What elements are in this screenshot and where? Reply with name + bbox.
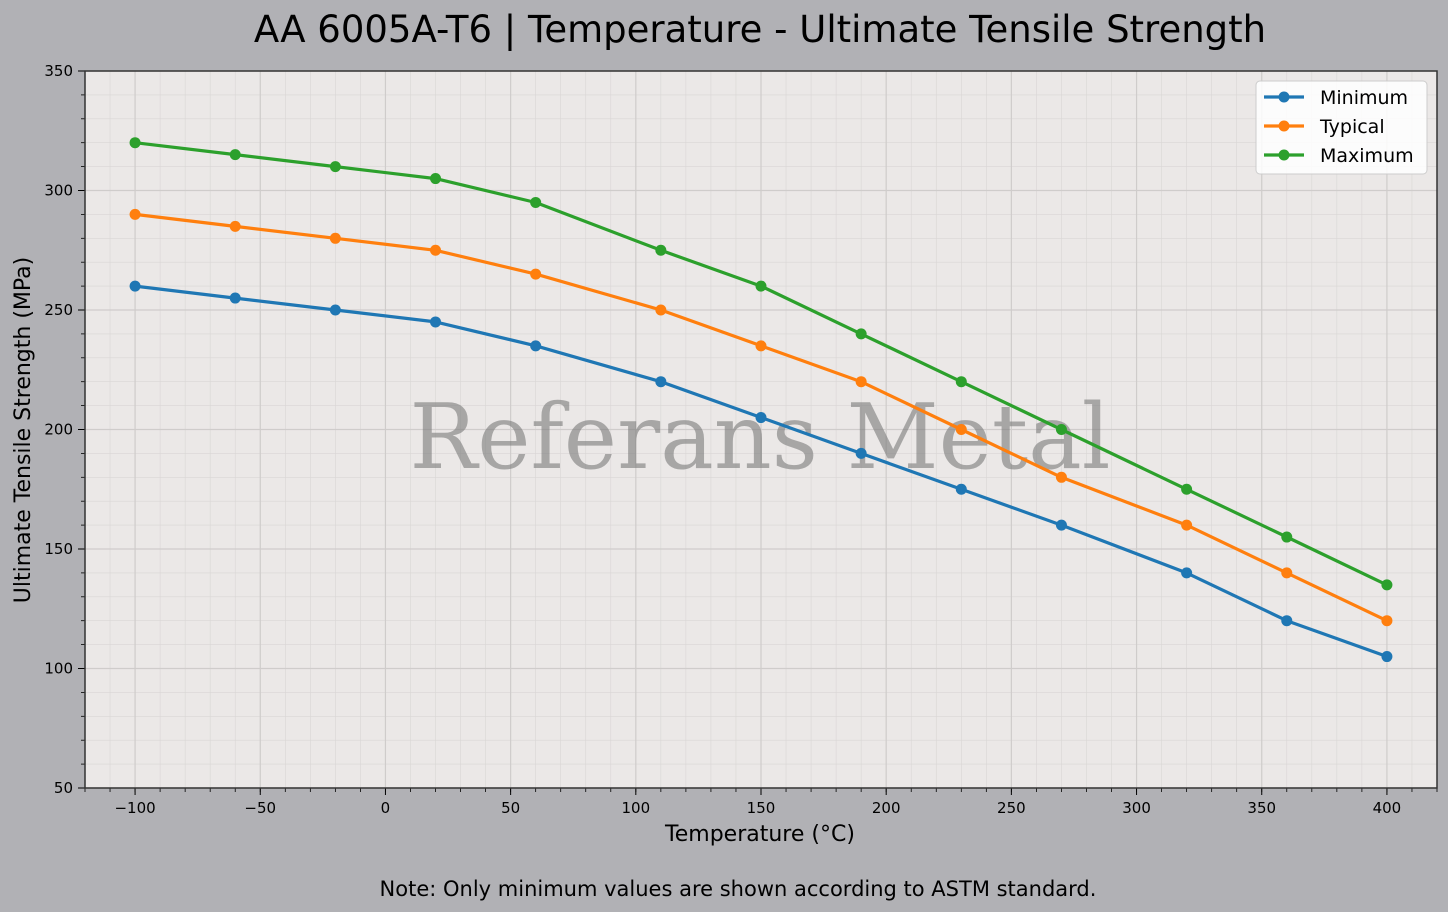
y-tick-label: 200: [44, 421, 73, 439]
data-point-typical: [430, 244, 442, 256]
data-point-maximum: [655, 244, 667, 256]
x-tick-label: 0: [381, 799, 391, 817]
data-point-typical: [955, 424, 967, 435]
data-point-minimum: [1381, 651, 1393, 663]
data-point-typical: [1281, 567, 1293, 579]
data-point-maximum: [1381, 579, 1393, 591]
legend-label: Typical: [1319, 116, 1385, 138]
data-point-maximum: [755, 280, 767, 292]
x-tick-label: 200: [872, 799, 901, 817]
data-point-minimum: [129, 280, 141, 292]
data-point-minimum: [955, 483, 967, 495]
legend-label: Maximum: [1320, 145, 1414, 167]
data-point-maximum: [229, 149, 241, 161]
series-group: [129, 137, 1393, 663]
legend-swatch-marker: [1278, 120, 1290, 132]
y-tick-label: 100: [44, 660, 73, 678]
data-point-typical: [129, 208, 141, 220]
series-typical: [129, 208, 1393, 627]
data-point-maximum: [955, 376, 967, 388]
x-tick-label: 150: [747, 799, 776, 817]
watermark: Referans Metal: [409, 385, 1110, 490]
legend: Minimum Typical Maximum: [1255, 80, 1428, 175]
data-point-minimum: [655, 376, 667, 388]
data-point-minimum: [530, 340, 542, 352]
data-point-minimum: [430, 316, 442, 328]
data-point-typical: [655, 304, 667, 316]
y-tick-label: 350: [44, 62, 73, 80]
x-tick-label: −100: [114, 799, 155, 817]
data-point-minimum: [329, 304, 341, 316]
data-point-minimum: [1281, 615, 1293, 627]
legend-box: [1255, 80, 1428, 175]
x-tick-label: 250: [997, 799, 1026, 817]
y-tick-label: 300: [44, 182, 73, 200]
data-point-minimum: [229, 292, 241, 304]
data-point-typical: [855, 376, 867, 388]
y-tick-label: 250: [44, 301, 73, 319]
y-tick-label: 50: [54, 779, 73, 797]
data-point-typical: [755, 340, 767, 352]
footnote: Note: Only minimum values are shown acco…: [380, 877, 1097, 901]
x-tick-label: 350: [1247, 799, 1276, 817]
legend-item-minimum: Minimum: [1264, 87, 1408, 109]
data-point-typical: [1181, 519, 1193, 531]
chart-title: AA 6005A-T6 | Temperature - Ultimate Ten…: [254, 8, 1266, 51]
plot-frame: [84, 70, 1438, 789]
x-tick-label: 400: [1373, 799, 1402, 817]
legend-label: Minimum: [1320, 87, 1408, 109]
x-axis-label: Temperature (°C): [664, 822, 855, 847]
data-point-maximum: [329, 161, 341, 173]
data-point-minimum: [1181, 567, 1193, 579]
data-point-maximum: [1281, 531, 1293, 543]
data-point-minimum: [755, 412, 767, 424]
series-minimum: [129, 280, 1393, 663]
data-point-typical: [1055, 471, 1067, 483]
y-tick-label: 150: [44, 540, 73, 558]
data-point-maximum: [129, 137, 141, 149]
data-point-maximum: [1055, 424, 1067, 435]
data-point-maximum: [1181, 483, 1193, 495]
data-point-maximum: [430, 173, 442, 185]
series-maximum: [129, 137, 1393, 591]
data-point-maximum: [530, 196, 542, 208]
x-tick-label: 50: [501, 799, 520, 817]
legend-item-typical: Typical: [1264, 116, 1385, 138]
legend-swatch-marker: [1278, 91, 1290, 103]
data-point-minimum: [1055, 519, 1067, 531]
legend-item-maximum: Maximum: [1264, 145, 1414, 167]
legend-swatch-marker: [1278, 149, 1290, 161]
y-axis-label: Ultimate Tensile Strength (MPa): [11, 257, 36, 603]
data-point-typical: [1381, 615, 1393, 627]
x-tick-label: 300: [1122, 799, 1151, 817]
data-point-maximum: [855, 328, 867, 340]
data-point-typical: [329, 232, 341, 244]
data-point-minimum: [855, 447, 867, 459]
data-point-typical: [530, 268, 542, 280]
x-tick-label: 100: [621, 799, 650, 817]
data-point-typical: [229, 220, 241, 232]
x-tick-label: −50: [244, 799, 276, 817]
